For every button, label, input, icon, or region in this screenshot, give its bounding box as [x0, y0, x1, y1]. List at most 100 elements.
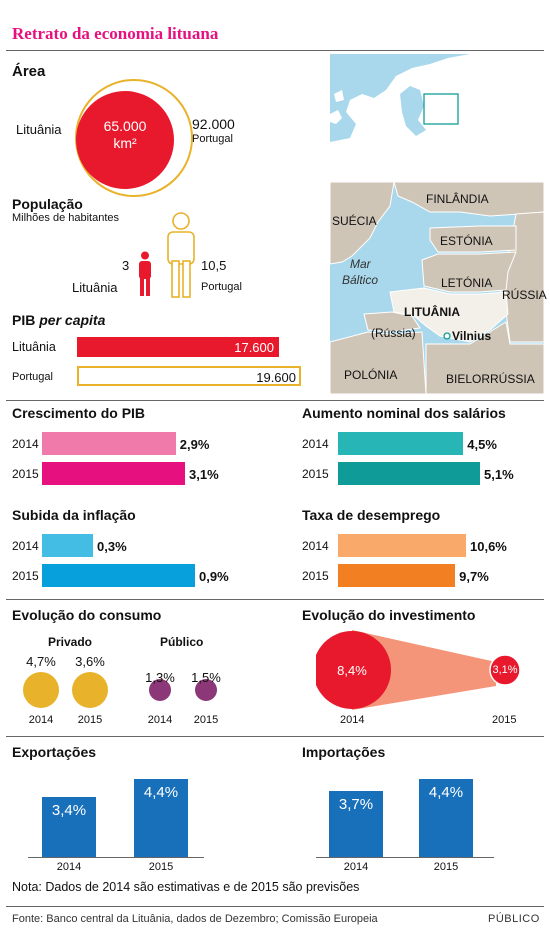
- unemployment-year-2014: 2014: [302, 539, 329, 553]
- gdp-heading-italic: per capita: [39, 312, 106, 328]
- consumption-private-value-2015: 3,6%: [75, 654, 105, 669]
- portugal-person-icon: [167, 212, 195, 298]
- investment-heading: Evolução do investimento: [302, 607, 476, 623]
- consumption-private-label: Privado: [48, 635, 93, 649]
- gdp-portugal-label: Portugal: [12, 371, 53, 383]
- map-label-lithuania: LITUÂNIA: [404, 305, 460, 319]
- investment-chart: [316, 630, 521, 710]
- gdp-lithuania-value: 17.600: [234, 340, 274, 355]
- wages-bar-2015: [338, 462, 480, 485]
- imports-heading: Importações: [302, 744, 386, 760]
- inflation-bar-2015: [42, 564, 195, 587]
- gdp-growth-value-2014: 2,9%: [179, 437, 210, 452]
- exports-bar-2015: [134, 779, 188, 857]
- locator-box: [423, 93, 459, 125]
- inflation-bar-2014: [42, 534, 93, 557]
- area-unit: km²: [113, 135, 137, 151]
- inflation-year-2015: 2015: [12, 569, 39, 583]
- consumption-private-value-2014: 4,7%: [26, 654, 56, 669]
- exports-value-2014: 3,4%: [51, 801, 87, 819]
- gdp-portugal-bar: [77, 366, 301, 386]
- inflation-value-2015: 0,9%: [199, 569, 229, 584]
- gdp-growth-bar-2014: [42, 432, 176, 455]
- unemployment-bar-2014: [338, 534, 466, 557]
- imports-value-2014: 3,7%: [338, 796, 374, 814]
- gdp-per-capita-heading: PIB per capita: [12, 312, 105, 328]
- vilnius-marker: [443, 332, 451, 340]
- imports-bar-2014: [329, 791, 383, 857]
- population-portugal-label: Portugal: [201, 281, 242, 293]
- note: Nota: Dados de 2014 são estimativas e de…: [12, 880, 360, 894]
- exports-bar-2014: [42, 796, 96, 857]
- wages-heading: Aumento nominal dos salários: [302, 405, 506, 421]
- europe-locator-map: [330, 54, 544, 178]
- divider-4: [6, 906, 544, 907]
- map-label-estonia: ESTÓNIA: [440, 234, 493, 248]
- consumption-private-year-2015: 2015: [77, 714, 103, 726]
- divider-2: [6, 599, 544, 600]
- imports-bar-2015: [419, 779, 473, 857]
- gdp-growth-bar-2015: [42, 462, 185, 485]
- map-label-belarus: BIELORRÚSSIA: [446, 372, 535, 386]
- imports-baseline: [316, 857, 494, 858]
- consumption-public-bubble-2014: [149, 679, 171, 701]
- map-label-sea-line2: Báltico: [342, 273, 379, 287]
- population-lithuania-value: 3: [122, 258, 130, 273]
- divider-3: [6, 736, 544, 737]
- consumption-public-year-2015: 2015: [193, 714, 219, 726]
- map-label-vilnius: Vilnius: [452, 329, 492, 343]
- unemployment-value-2014: 10,6%: [470, 539, 507, 554]
- investment-year-2014: 2014: [340, 714, 365, 726]
- consumption-public-value-2015: 1,5%: [191, 670, 221, 685]
- wages-bar-2014: [338, 432, 464, 455]
- map-label-russia: RÚSSIA: [502, 288, 547, 302]
- gdp-portugal-value: 19.600: [256, 370, 296, 385]
- unemployment-bar-2015: [338, 564, 456, 587]
- area-lithuania-label: Lituânia: [16, 122, 62, 137]
- map-label-sweden: SUÉCIA: [332, 214, 377, 228]
- gdp-heading-main: PIB: [12, 312, 40, 328]
- page-title: Retrato da economia lituana: [12, 24, 219, 43]
- area-portugal-value: 92.000: [192, 116, 235, 132]
- inflation-value-2014: 0,3%: [97, 539, 127, 554]
- exports-baseline: [28, 857, 204, 858]
- map-label-latvia: LETÓNIA: [441, 276, 493, 290]
- gdp-growth-heading: Crescimento do PIB: [12, 405, 146, 421]
- portugal-area-circle: [75, 79, 193, 197]
- exports-year-2014: 2014: [56, 861, 82, 873]
- consumption-private-bubble-2014: [23, 672, 59, 708]
- wages-year-2015: 2015: [302, 467, 329, 481]
- exports-year-2015: 2015: [148, 861, 174, 873]
- consumption-public-value-2014: 1,3%: [145, 670, 175, 685]
- gdp-lithuania-label: Lituânia: [12, 340, 56, 354]
- map-label-kaliningrad: (Rússia): [371, 326, 416, 340]
- investment-label-2014: 8,4%: [337, 663, 367, 678]
- consumption-public-bubble-2015: [195, 679, 217, 701]
- population-heading: População: [12, 196, 83, 212]
- population-portugal-value: 10,5: [201, 258, 227, 273]
- map-label-finland: FINLÂNDIA: [426, 192, 489, 206]
- map-label-sea-line1: Mar: [350, 257, 371, 271]
- brand: PÚBLICO: [488, 913, 540, 925]
- investment-connector: [352, 630, 496, 710]
- consumption-private-year-2014: 2014: [28, 714, 54, 726]
- area-portugal-label: Portugal: [192, 133, 233, 145]
- consumption-heading: Evolução do consumo: [12, 607, 162, 623]
- gdp-lithuania-bar: [77, 337, 279, 357]
- unemployment-heading: Taxa de desemprego: [302, 507, 441, 523]
- baltic-map: [330, 182, 544, 394]
- inflation-heading: Subida da inflação: [12, 507, 136, 523]
- lithuania-area-circle: [76, 91, 174, 189]
- investment-bubble-2015: [489, 654, 521, 686]
- wages-value-2014: 4,5%: [467, 437, 497, 452]
- gdp-growth-year-2015: 2015: [12, 467, 39, 481]
- title-divider: [6, 50, 544, 51]
- gdp-growth-year-2014: 2014: [12, 437, 39, 451]
- investment-year-2015: 2015: [492, 714, 517, 726]
- unemployment-value-2015: 9,7%: [459, 569, 489, 584]
- unemployment-year-2015: 2015: [302, 569, 329, 583]
- exports-heading: Exportações: [12, 744, 97, 760]
- exports-value-2015: 4,4%: [143, 784, 179, 801]
- gdp-growth-value-2015: 3,1%: [189, 467, 219, 482]
- imports-value-2015: 4,4%: [428, 784, 464, 801]
